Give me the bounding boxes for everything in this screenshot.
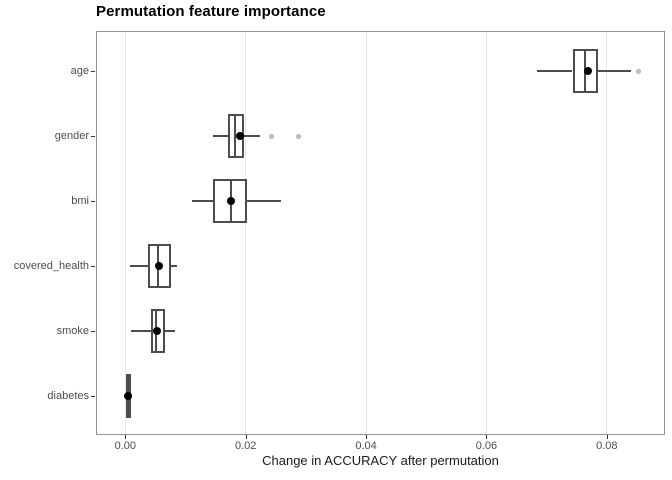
y-tick-mark (91, 266, 95, 267)
x-tick-mark (245, 435, 247, 439)
x-tick-mark (125, 435, 127, 439)
chart-title: Permutation feature importance (96, 3, 326, 20)
whisker-high (247, 200, 282, 202)
y-tick-mark (91, 71, 95, 72)
whisker-high (598, 70, 631, 72)
outlier-point (295, 133, 301, 139)
x-gridline (485, 32, 487, 434)
outlier-point (269, 133, 275, 139)
whisker-low (536, 70, 573, 72)
mean-dot (152, 327, 161, 335)
category-label-covered_health: covered_health (13, 260, 89, 272)
x-gridline (365, 32, 367, 434)
x-axis-title: Change in ACCURACY after permutation (262, 453, 499, 468)
whisker-high (165, 330, 175, 332)
category-label-age: age (70, 65, 89, 77)
x-gridline (124, 32, 126, 434)
x-tick-mark (606, 435, 608, 439)
x-tick-mark (486, 435, 488, 439)
x-tick-label: 0.04 (355, 440, 377, 452)
mean-dot (226, 197, 235, 205)
x-tick-label: 0.08 (596, 440, 618, 452)
mean-dot (124, 392, 133, 400)
category-label-gender: gender (54, 130, 89, 142)
outlier-point (635, 68, 641, 74)
category-label-diabetes: diabetes (47, 390, 89, 402)
mean-dot (154, 262, 163, 270)
mean-dot (235, 132, 244, 140)
y-tick-mark (91, 331, 95, 332)
y-tick-mark (91, 136, 95, 137)
x-tick-label: 0.06 (475, 440, 498, 452)
y-tick-mark (91, 396, 95, 397)
whisker-low (130, 330, 151, 332)
plot-panel (96, 31, 665, 435)
x-gridline (606, 32, 608, 434)
whisker-low (212, 135, 229, 137)
y-tick-mark (91, 201, 95, 202)
whisker-high (243, 135, 260, 137)
x-tick-label: 0.00 (114, 440, 136, 452)
whisker-low (192, 200, 213, 202)
x-tick-mark (366, 435, 368, 439)
whisker-high (171, 265, 178, 267)
mean-dot (583, 67, 592, 75)
median-line (234, 114, 237, 158)
x-tick-label: 0.02 (234, 440, 257, 452)
category-label-smoke: smoke (56, 325, 89, 337)
category-label-bmi: bmi (71, 195, 89, 207)
whisker-low (129, 265, 149, 267)
x-gridline (245, 32, 247, 434)
